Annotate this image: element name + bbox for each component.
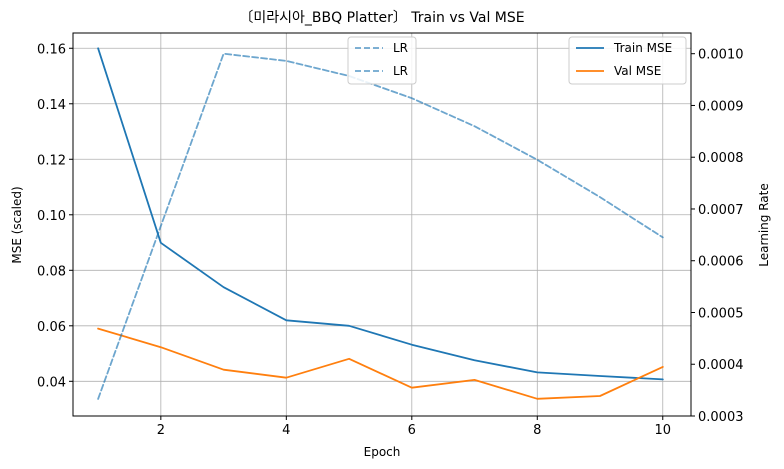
legend-mse: Train MSE Val MSE xyxy=(568,36,687,85)
y2-tick-label: 0.0004 xyxy=(698,358,744,373)
x-tick-label: 4 xyxy=(282,423,290,438)
x-tick-label: 8 xyxy=(533,423,541,438)
y-tick-label: 0.08 xyxy=(37,264,66,279)
series-line-train-mse xyxy=(97,47,664,381)
x-axis-ticks: 2 4 6 8 10 xyxy=(157,416,671,438)
legend-lr-label-2: LR xyxy=(393,64,408,78)
legend-train-label: Train MSE xyxy=(613,41,672,55)
x-tick-label: 10 xyxy=(654,423,671,438)
y2-tick-label: 0.0007 xyxy=(698,203,744,218)
plot-frame xyxy=(72,32,692,417)
y2-tick-label: 0.0005 xyxy=(698,306,744,321)
y-tick-label: 0.16 xyxy=(37,42,66,57)
legend-val-label: Val MSE xyxy=(614,64,661,78)
y-tick-label: 0.06 xyxy=(37,320,66,335)
y-tick-label: 0.14 xyxy=(37,98,66,113)
y2-axis-ticks: 0.0003 0.0004 0.0005 0.0006 0.0007 0.0008 0.00… xyxy=(691,48,744,425)
x-axis-label: Epoch xyxy=(364,445,401,459)
y-tick-label: 0.10 xyxy=(37,209,66,224)
y-tick-label: 0.04 xyxy=(37,375,66,390)
y-axis-label: MSE (scaled) xyxy=(10,186,24,263)
y2-tick-label: 0.0009 xyxy=(698,99,744,114)
y-axis-ticks: 0.04 0.06 0.08 0.10 0.12 0.14 0.16 xyxy=(37,42,73,390)
chart-title: 〔미라시아_BBQ Platter〕 Train vs Val MSE xyxy=(239,10,524,26)
legend-lr-label-1: LR xyxy=(393,41,408,55)
y2-tick-label: 0.0006 xyxy=(698,255,744,270)
y2-tick-label: 0.0010 xyxy=(698,48,744,63)
series-line-val-mse xyxy=(97,327,664,400)
y2-tick-label: 0.0003 xyxy=(698,410,744,425)
x-tick-label: 6 xyxy=(408,423,416,438)
y-tick-label: 0.12 xyxy=(37,153,66,168)
grid xyxy=(73,33,691,416)
plot-series xyxy=(97,47,664,400)
series-line-lr xyxy=(97,52,664,400)
y2-tick-label: 0.0008 xyxy=(698,151,744,166)
x-tick-label: 2 xyxy=(157,423,165,438)
y2-axis-label: Learning Rate xyxy=(757,183,771,266)
legend-lr: LR LR xyxy=(347,36,417,85)
